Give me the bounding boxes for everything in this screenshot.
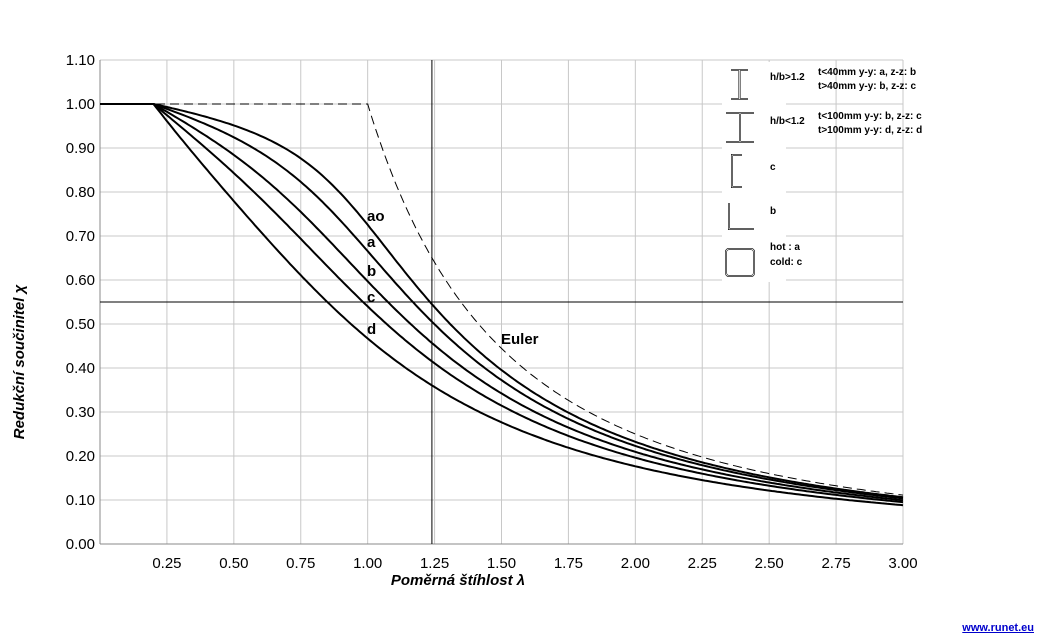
- y-tick-label: 0.00: [66, 536, 95, 553]
- y-tick-label: 0.30: [66, 404, 95, 421]
- legend-line: cold: c: [770, 257, 803, 268]
- legend-line: b: [770, 206, 776, 217]
- x-tick-label: 1.25: [420, 555, 449, 572]
- legend-line: t>100mm y-y: d, z-z: d: [818, 125, 922, 136]
- legend-text: h/b>1.2 t<40mm y-y: a, z-z: b t>40mm y-y: …: [770, 67, 922, 268]
- x-tick-label: 1.00: [353, 555, 382, 572]
- angle-section-icon: [728, 203, 754, 230]
- curve-label-a: a: [367, 234, 376, 251]
- y-tick-label: 0.90: [66, 140, 95, 157]
- legend-line: t<100mm y-y: b, z-z: c: [818, 111, 922, 122]
- y-tick-label: 1.00: [66, 96, 95, 113]
- curve-label-b: b: [367, 263, 376, 280]
- x-tick-label: 2.50: [755, 555, 784, 572]
- i-beam-wide-icon: [726, 112, 754, 143]
- buckling-curve-c: [100, 103, 904, 504]
- buckling-curve-d: [100, 103, 904, 507]
- legend-line: c: [770, 162, 776, 173]
- cross-section-legend: h/b>1.2 t<40mm y-y: a, z-z: b t>40mm y-y: …: [722, 62, 922, 282]
- hollow-section-icon: [725, 248, 755, 277]
- curve-label-ao: ao: [367, 208, 385, 225]
- x-tick-label: 2.25: [688, 555, 717, 572]
- legend-line: t>40mm y-y: b, z-z: c: [818, 81, 917, 92]
- i-beam-narrow-icon: [731, 69, 748, 100]
- x-tick-label: 1.75: [554, 555, 583, 572]
- y-tick-label: 1.10: [66, 52, 95, 69]
- y-tick-label: 0.10: [66, 492, 95, 509]
- curves: [100, 103, 904, 507]
- y-axis-title: Redukční součinitel χ: [11, 283, 28, 439]
- buckling-curve-ao: [100, 103, 904, 499]
- y-tick-label: 0.50: [66, 316, 95, 333]
- tick-labels: 0.25 0.50 0.75 1.00 1.25 1.50 1.75 2.00 2.25 2.50…: [66, 52, 918, 572]
- buckling-curve-b: [100, 103, 904, 502]
- y-tick-label: 0.60: [66, 272, 95, 289]
- y-tick-label: 0.80: [66, 184, 95, 201]
- website-credit-link[interactable]: www.runet.eu: [962, 622, 1034, 634]
- y-tick-label: 0.20: [66, 448, 95, 465]
- x-tick-label: 0.25: [152, 555, 181, 572]
- legend-condition: h/b<1.2: [770, 116, 805, 127]
- x-tick-label: 2.75: [821, 555, 850, 572]
- curve-label-euler: Euler: [501, 331, 539, 348]
- reference-lines: [100, 60, 903, 544]
- buckling-curve-a: [100, 103, 904, 500]
- x-tick-label: 0.50: [219, 555, 248, 572]
- channel-section-icon: [731, 154, 742, 188]
- legend-condition: h/b>1.2: [770, 72, 805, 83]
- x-tick-label: 3.00: [888, 555, 917, 572]
- legend-line: t<40mm y-y: a, z-z: b: [818, 67, 916, 78]
- y-tick-label: 0.40: [66, 360, 95, 377]
- x-tick-label: 0.75: [286, 555, 315, 572]
- x-axis-title: Poměrná štíhlost λ: [391, 572, 525, 589]
- legend-line: hot : a: [770, 242, 800, 253]
- curve-label-c: c: [367, 289, 375, 306]
- y-tick-label: 0.70: [66, 228, 95, 245]
- x-tick-label: 1.50: [487, 555, 516, 572]
- euler-curve: [100, 103, 904, 496]
- x-tick-label: 2.00: [621, 555, 650, 572]
- curve-label-d: d: [367, 321, 376, 338]
